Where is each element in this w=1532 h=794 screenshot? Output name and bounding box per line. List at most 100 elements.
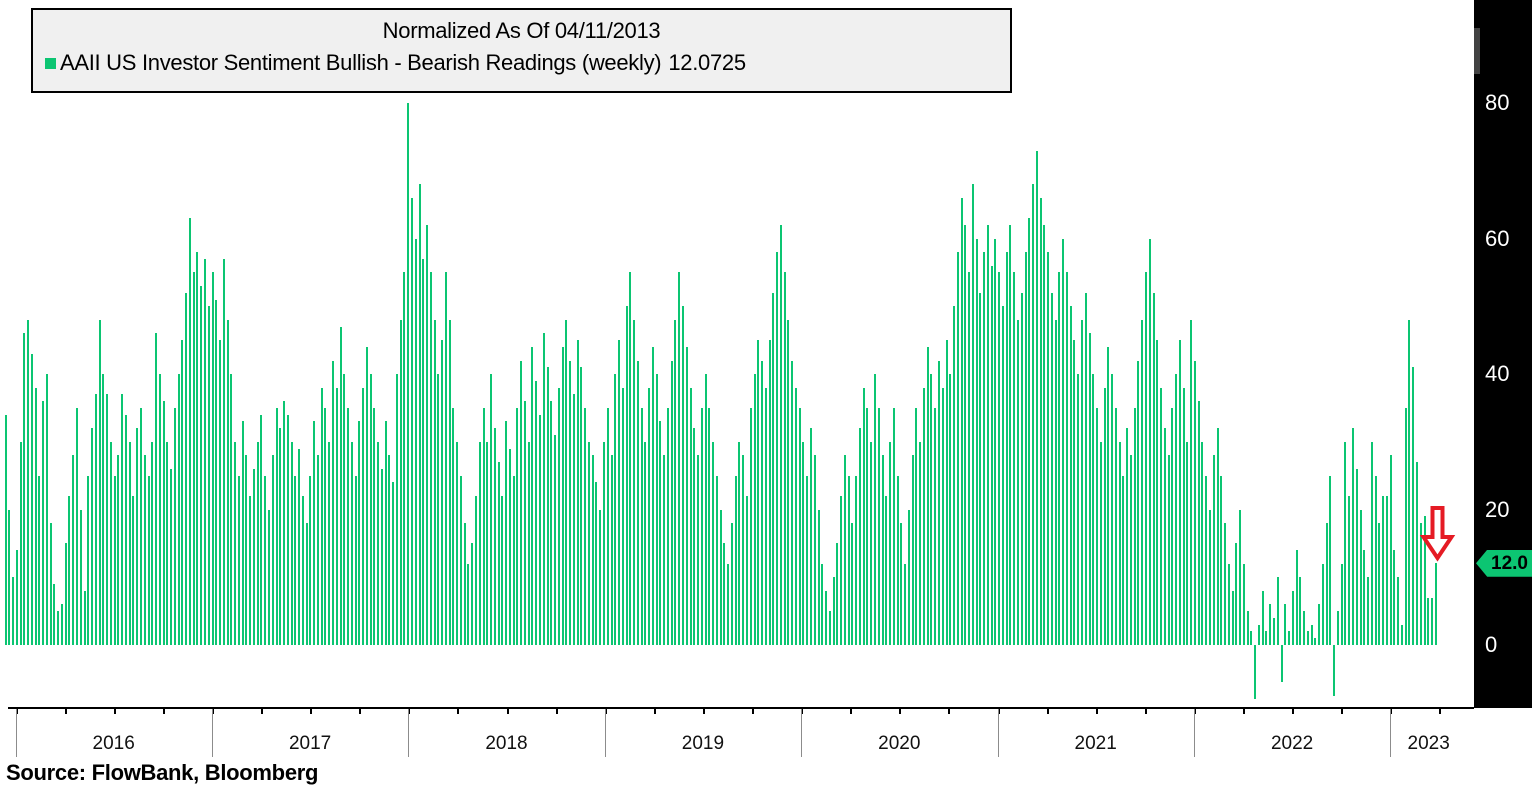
bar: [1028, 218, 1031, 645]
bar: [106, 394, 109, 645]
bar: [663, 455, 666, 645]
bar: [1412, 367, 1415, 645]
bar: [926, 346, 929, 645]
bar: [177, 374, 180, 645]
bar: [1133, 407, 1136, 645]
bar: [30, 353, 33, 645]
bar: [384, 421, 387, 645]
legend-series-label: AAII US Investor Sentiment Bullish - Bea…: [60, 50, 662, 75]
year-label: 2019: [681, 733, 725, 754]
bar: [527, 441, 530, 645]
bar: [712, 441, 715, 645]
bar: [757, 340, 760, 645]
bar: [512, 475, 515, 645]
bar: [459, 475, 462, 645]
bar: [490, 374, 493, 645]
bar: [128, 441, 131, 645]
bar: [655, 374, 658, 645]
bar: [1284, 604, 1287, 645]
bar: [968, 272, 971, 645]
bar: [817, 509, 820, 645]
bar: [810, 428, 812, 645]
bar: [960, 197, 963, 645]
bar: [170, 468, 173, 645]
bar: [772, 292, 775, 645]
bar: [1047, 252, 1050, 645]
bar: [1126, 428, 1129, 645]
y-tick-label: 40: [1485, 361, 1510, 387]
bar: [501, 495, 504, 645]
bar: [1175, 374, 1178, 645]
bar: [945, 340, 948, 645]
x-axis-tick: [899, 709, 902, 714]
bars-layer: [4, 103, 1437, 700]
bar: [764, 387, 767, 645]
bar: [1303, 611, 1306, 645]
bar: [825, 590, 828, 645]
bar: [1156, 340, 1159, 645]
bar: [215, 299, 218, 645]
bar: [1299, 577, 1302, 645]
bar: [1114, 407, 1117, 645]
bar: [230, 374, 233, 645]
bar: [1039, 197, 1042, 645]
bar: [343, 374, 346, 645]
bar: [158, 374, 161, 645]
bar: [94, 394, 97, 645]
bar: [629, 272, 632, 645]
bar: [286, 414, 289, 645]
x-axis-tick: [1439, 709, 1442, 714]
bar: [1374, 475, 1377, 645]
bar: [298, 448, 301, 645]
bar: [753, 374, 756, 645]
x-axis-tick: [261, 709, 263, 714]
bar: [267, 509, 270, 645]
bar: [636, 360, 639, 645]
bar: [339, 326, 342, 645]
bar: [91, 428, 94, 645]
bar: [983, 252, 986, 645]
bar: [1167, 455, 1170, 645]
bar: [237, 475, 240, 645]
bar: [1205, 475, 1208, 645]
bar: [1427, 597, 1430, 645]
bar: [1367, 577, 1370, 645]
bar: [730, 523, 733, 645]
bar: [674, 319, 677, 645]
year-label: 2020: [878, 733, 921, 754]
bar: [316, 455, 319, 645]
bar: [1333, 645, 1336, 696]
bar: [531, 346, 534, 645]
x-axis-tick: [15, 709, 18, 714]
source-text: Source: FlowBank, Bloomberg: [6, 760, 319, 785]
bar: [335, 387, 338, 645]
bar: [200, 286, 203, 645]
x-axis-tick: [310, 709, 313, 714]
bar: [659, 421, 662, 645]
bar: [768, 340, 771, 645]
y-tick-label: 80: [1485, 90, 1510, 116]
bar: [264, 475, 267, 645]
bar: [855, 475, 858, 645]
bar: [1141, 319, 1144, 645]
bar: [64, 543, 67, 645]
bar: [1329, 475, 1332, 645]
x-axis-tick: [948, 709, 951, 714]
bar: [885, 495, 888, 645]
bar: [1378, 523, 1381, 645]
bar: [1336, 611, 1339, 645]
bar: [433, 319, 436, 645]
bar: [734, 475, 737, 645]
bar: [644, 441, 647, 645]
bar: [136, 428, 139, 645]
bar: [271, 455, 274, 645]
bar: [392, 482, 395, 645]
bar: [704, 374, 707, 645]
bar: [990, 265, 993, 645]
bar: [610, 455, 613, 645]
bar: [554, 435, 557, 645]
panel-scrollbar-thumb[interactable]: [1474, 28, 1480, 74]
legend-series-value: 12.0725: [668, 50, 746, 75]
bar: [350, 441, 353, 645]
bar: [1397, 577, 1400, 645]
